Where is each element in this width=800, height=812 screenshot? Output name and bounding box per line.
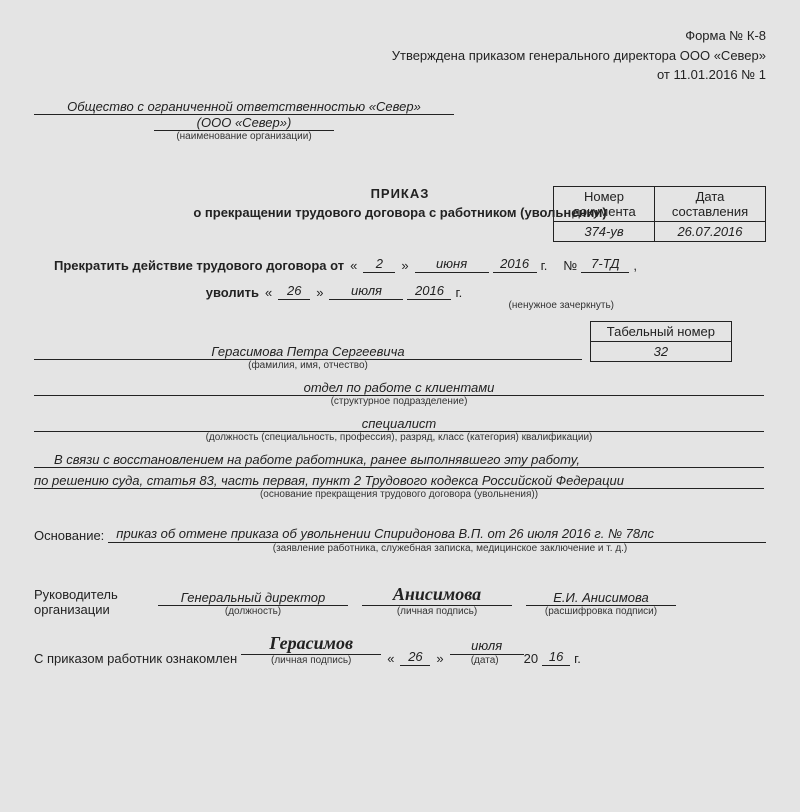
mgr-pos-sub: (должность) — [158, 606, 348, 617]
org-sublabel: (наименование организации) — [34, 131, 454, 142]
emp-pos-sub: (должность (специальность, профессия), р… — [34, 432, 764, 443]
employee-section: Табельный номер 32 Герасимова Петра Серг… — [34, 341, 766, 500]
tabnum-header: Табельный номер — [590, 321, 731, 341]
emp-name: Герасимова Петра Сергеевича — [34, 341, 582, 360]
form-header: Форма № К-8 Утверждена приказом генераль… — [34, 26, 766, 85]
org-short: (ООО «Север») — [154, 115, 334, 131]
dismiss-year: 2016 — [407, 283, 451, 300]
org-block: Общество с ограниченной ответственностью… — [34, 99, 766, 142]
basis-row: Основание: приказ об отмене приказа об у… — [34, 526, 766, 543]
contract-comma: , — [633, 258, 637, 273]
mgr-name-sub: (расшифровка подписи) — [526, 606, 676, 617]
ack-g: г. — [574, 651, 581, 666]
mgr-sig-sub: (личная подпись) — [362, 606, 512, 617]
ack-row: С приказом работник ознакомлен Герасимов… — [34, 633, 766, 666]
mgr-sig: Анисимова — [362, 584, 512, 606]
contract-no: 7-ТД — [581, 256, 629, 273]
dismiss-day: 26 — [278, 283, 310, 300]
ack-label: С приказом работник ознакомлен — [34, 651, 237, 666]
manager-sign-row: Руководитель организации Генеральный дир… — [34, 584, 766, 617]
ack-year: 16 — [542, 649, 570, 666]
tabnum-value: 32 — [590, 341, 731, 361]
ack-month: июля — [450, 638, 524, 655]
emp-name-sub: (фамилия, имя, отчество) — [34, 360, 582, 371]
document-page: Форма № К-8 Утверждена приказом генераль… — [0, 0, 800, 812]
basis-label: Основание: — [34, 528, 104, 543]
org-full: Общество с ограниченной ответственностью… — [34, 99, 454, 115]
contract-label: Прекратить действие трудового договора о… — [54, 258, 344, 273]
strike-note: (ненужное зачеркнуть) — [54, 300, 674, 311]
docbox-header-date: Дата составления — [655, 187, 766, 222]
mgr-lbl1: Руководитель — [34, 587, 144, 602]
basis-sub: (заявление работника, служебная записка,… — [34, 543, 766, 554]
ack-day: 26 — [400, 649, 430, 666]
emp-pos: специалист — [34, 413, 764, 432]
form-number: Форма № К-8 — [34, 26, 766, 46]
doc-number-box: Номер документа Дата составления 374-ув … — [553, 186, 766, 242]
contract-day: 2 — [363, 256, 395, 273]
approval-date: от 11.01.2016 № 1 — [34, 65, 766, 85]
emp-dept: отдел по работе с клиентами — [34, 377, 764, 396]
emp-reason2: по решению суда, статья 83, часть первая… — [34, 470, 764, 489]
contract-month: июня — [415, 256, 489, 273]
ack-yprefix: 20 — [524, 651, 538, 666]
contract-section: Прекратить действие трудового договора о… — [34, 256, 766, 311]
approval-line: Утверждена приказом генерального директо… — [34, 46, 766, 66]
ack-sig: Герасимов — [241, 633, 381, 655]
emp-reason1: В связи с восстановлением на работе рабо… — [34, 449, 764, 468]
mgr-lbl2: организации — [34, 602, 144, 617]
ack-date-sub: (дата) — [450, 655, 520, 666]
contract-g: г. — [541, 258, 548, 273]
dismiss-g: г. — [455, 285, 462, 300]
contract-no-lbl: № — [563, 258, 577, 273]
docbox-num: 374-ув — [554, 222, 655, 242]
emp-reason-sub: (основание прекращения трудового договор… — [34, 489, 764, 500]
mgr-name: Е.И. Анисимова — [526, 587, 676, 606]
docbox-date: 26.07.2016 — [655, 222, 766, 242]
ack-sig-sub: (личная подпись) — [241, 655, 381, 666]
dismiss-label: уволить — [206, 285, 259, 300]
contract-year: 2016 — [493, 256, 537, 273]
emp-dept-sub: (структурное подразделение) — [34, 396, 764, 407]
basis-text: приказ об отмене приказа об увольнении С… — [108, 526, 766, 543]
docbox-header-num: Номер документа — [554, 187, 655, 222]
mgr-pos: Генеральный директор — [158, 587, 348, 606]
dismiss-month: июля — [329, 283, 403, 300]
tab-number-box: Табельный номер 32 — [590, 321, 732, 362]
